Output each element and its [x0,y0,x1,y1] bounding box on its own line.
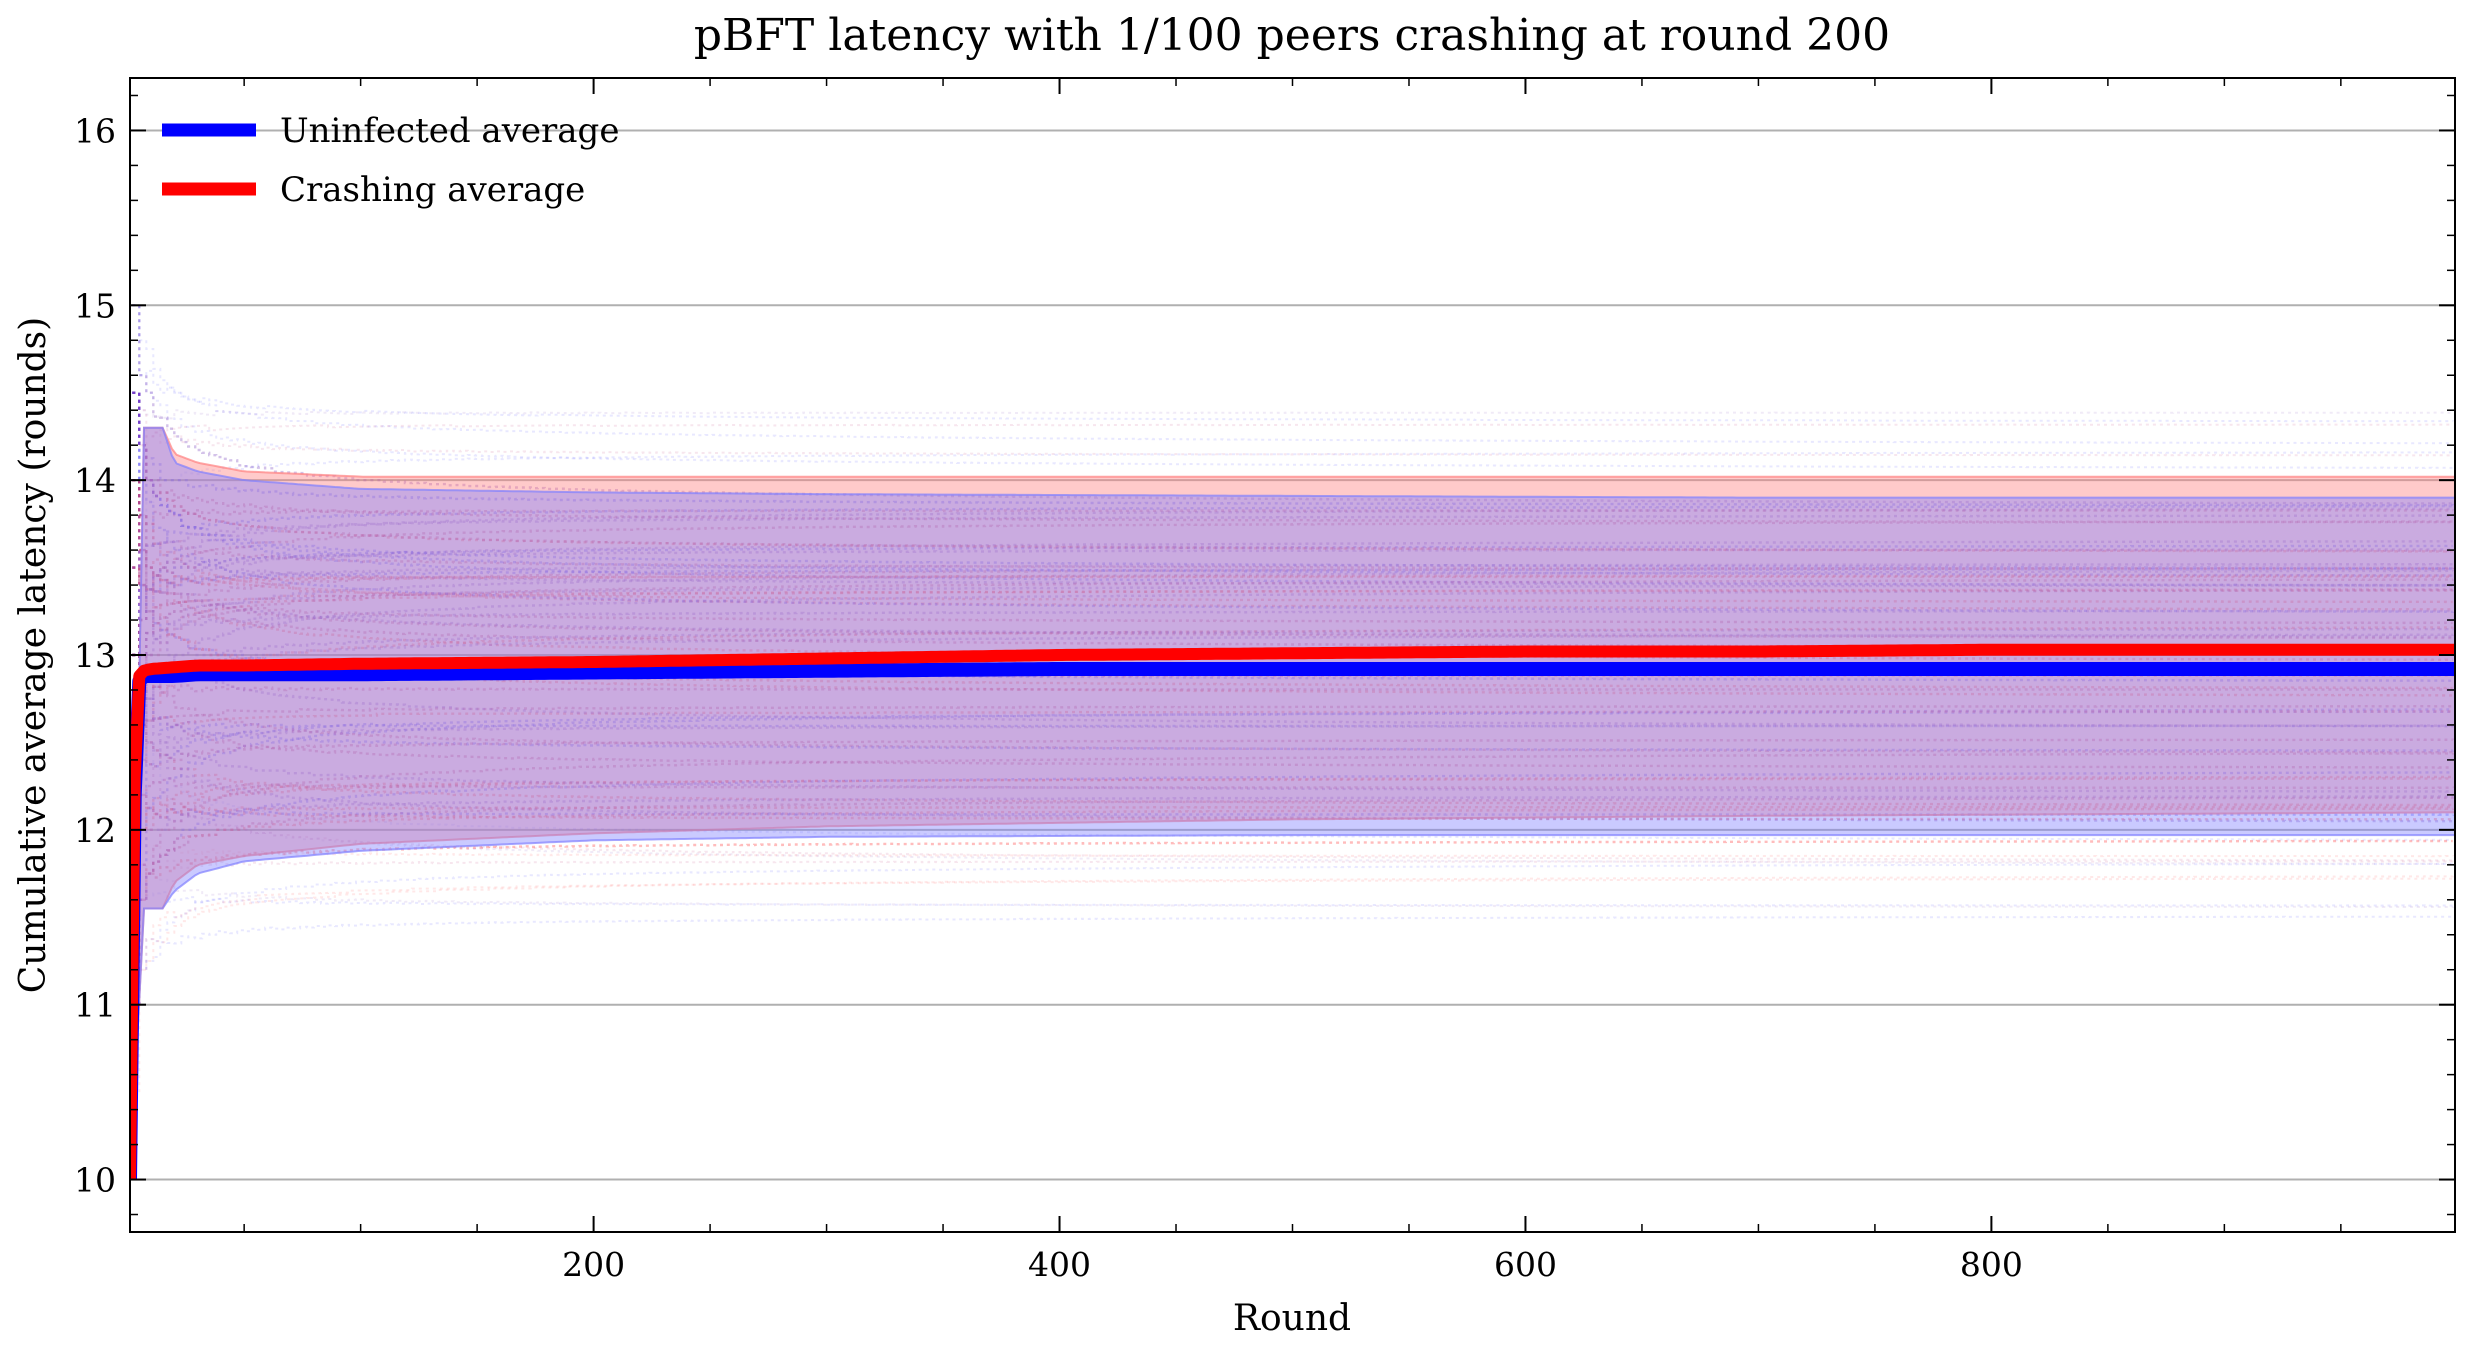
y-axis-label: Cumulative average latency (rounds) [13,317,54,993]
peer-trace [132,304,2453,469]
peer-trace [132,479,2454,697]
grid-lines [130,129,2455,1181]
peer-trace [132,304,2454,423]
peer-trace [132,752,2454,1006]
peer-trace [132,479,2454,571]
peer-trace [132,589,2453,657]
peer-trace [132,391,2453,524]
x-tick-label: 200 [562,1245,625,1284]
peer-trace [132,609,2454,657]
peer-trace [132,653,2454,807]
peer-trace [132,708,2453,919]
peer-trace [132,391,2453,587]
peer-trace [132,805,2454,831]
chart-title: pBFT latency with 1/100 peers crashing a… [694,10,1890,61]
x-tick-label: 800 [1960,1245,2023,1284]
peer-trace [132,777,2453,831]
y-tick-label: 12 [74,811,116,850]
peer-trace [132,653,2453,769]
peer-trace [132,566,2454,682]
peer-trace [132,654,2454,841]
peer-trace [132,578,2454,744]
peer-trace [132,653,2454,823]
peer-trace [132,839,2453,919]
peer-trace [132,877,2454,1006]
peer-trace [132,710,2453,744]
peer-trace [132,705,2453,744]
band-crashing [130,426,2455,1180]
peer-trace [132,514,2454,587]
series-uninfected-average [130,662,2455,1180]
peer-trace [132,653,2453,793]
peer-trace [132,915,2453,1006]
peer-trace [132,859,2454,919]
peer-trace [132,793,2453,831]
peer-trace [132,304,2453,505]
average-series [130,643,2455,1180]
peer-trace [132,807,2454,919]
peer-trace [132,654,2454,862]
peer-trace [132,738,2454,831]
x-tick-label: 600 [1494,1245,1557,1284]
peer-trace [132,717,2453,744]
peer-trace [132,304,2453,445]
peer-trace [132,566,2453,754]
peer-trace [132,391,2454,553]
series-crashing-average [130,643,2455,1180]
peer-trace [132,563,2454,657]
peer-trace [132,771,2453,1006]
peer-trace [132,653,2454,752]
peer-trace [132,775,2454,919]
band-uninfected [130,426,2455,1180]
y-tick-label: 10 [74,1161,116,1200]
confidence-bands [130,426,2455,1180]
y-tick-label: 14 [74,461,116,500]
peer-trace [132,862,2454,1006]
peer-trace [132,875,2454,1094]
peer-trace [132,507,2454,657]
x-axis-label: Round [1233,1298,1351,1339]
peer-trace [132,626,2454,831]
peer-trace [132,479,2453,640]
y-tick-label: 13 [74,636,116,675]
peer-trace [132,566,2453,593]
peer-trace [132,584,2453,657]
peer-trace [132,548,2453,625]
peer-trace [132,653,2454,694]
y-tick-label: 15 [74,286,116,325]
peer-trace [132,391,2454,613]
peer-trace [132,891,2454,919]
peer-trace [132,588,2453,657]
peer-trace [132,479,2454,638]
peer-trace [132,391,2453,420]
y-tick-label: 16 [74,111,116,150]
legend: Uninfected average Crashing average [162,111,619,210]
peer-trace [132,566,2454,657]
x-tick-label: 400 [1028,1245,1091,1284]
peer-trace [132,540,2453,657]
peer-trace [132,566,2454,591]
peer-trace [132,588,2454,831]
peer-trace [132,795,2454,919]
peer-trace [132,479,2453,661]
peer-trace [132,567,2454,657]
peer-trace [132,828,2454,908]
peer-trace [132,627,2454,744]
axis-ticks: 200 400 600 800 10 11 12 13 14 15 16 [74,78,2455,1284]
legend-label-uninfected: Uninfected average [280,111,619,151]
y-tick-label: 11 [74,986,116,1025]
peer-traces [132,304,2454,1094]
peer-trace [132,796,2454,1006]
peer-trace [132,391,2454,457]
peer-trace [132,569,2454,744]
peer-trace [132,520,2454,657]
peer-trace [132,654,2454,865]
peer-trace [132,479,2453,611]
legend-label-crashing: Crashing average [280,170,585,210]
peer-trace [132,548,2453,657]
peer-trace [132,710,2454,831]
peer-trace [132,391,2454,577]
peer-trace [132,391,2454,553]
